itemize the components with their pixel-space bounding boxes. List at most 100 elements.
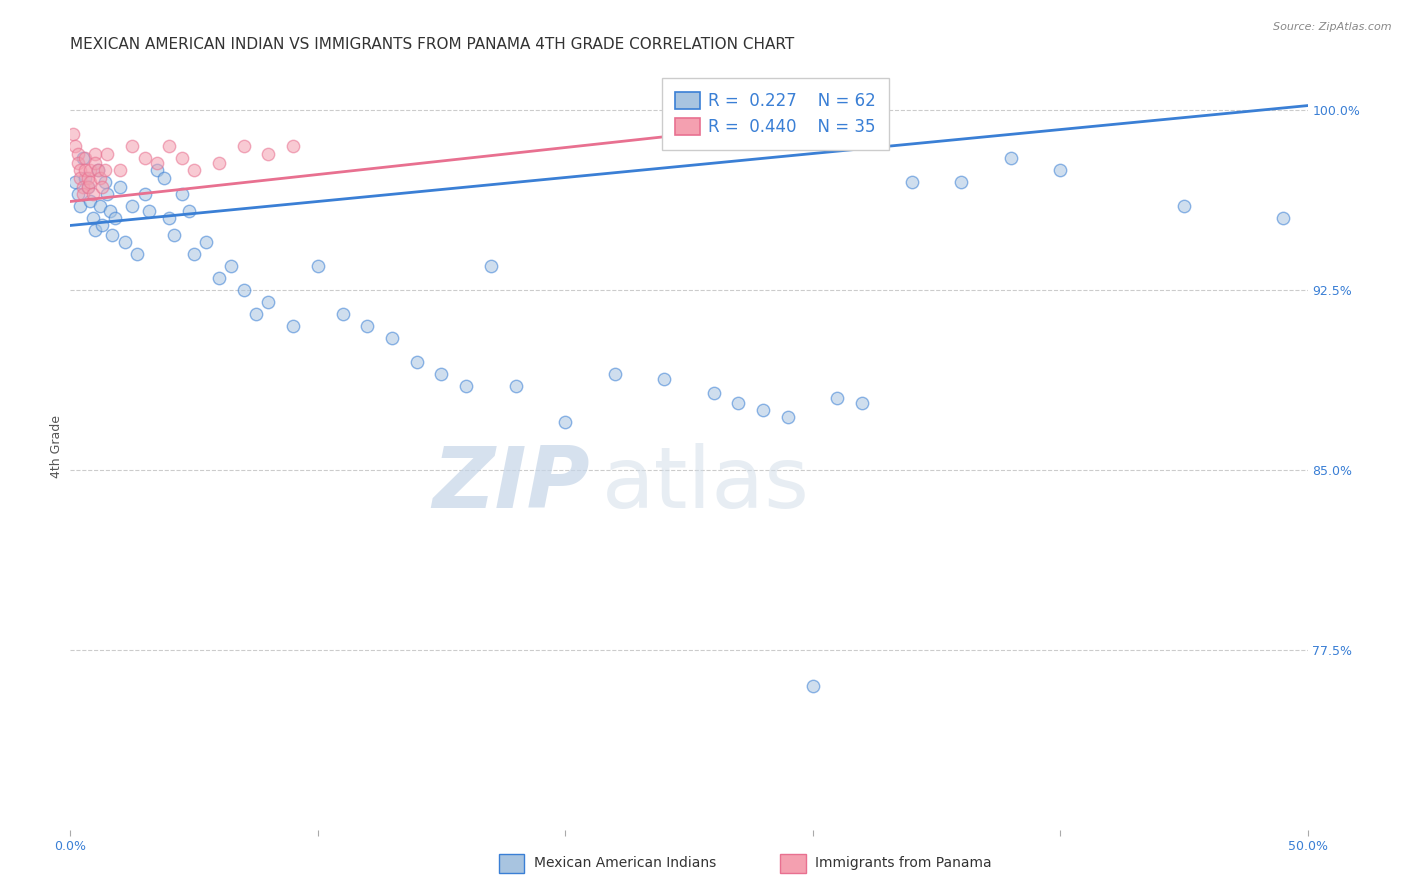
Point (950, 175, 973, 189)
Point (727, 396, 749, 410)
Point (456, 379, 478, 393)
Text: Immigrants from Panama: Immigrants from Panama (815, 856, 993, 871)
Point (146, 156, 169, 170)
Point (75, 151, 97, 165)
Point (138, 204, 160, 219)
Point (257, 295, 280, 310)
Point (96, 146, 118, 161)
Point (208, 156, 231, 170)
Point (851, 396, 873, 410)
Point (86, 163, 108, 178)
Point (91, 180, 114, 194)
Point (776, 410, 799, 425)
Point (153, 170, 176, 185)
Point (69, 170, 91, 185)
Point (405, 355, 427, 369)
Point (134, 187, 156, 202)
Text: atlas: atlas (602, 442, 810, 526)
Text: MEXICAN AMERICAN INDIAN VS IMMIGRANTS FROM PANAMA 4TH GRADE CORRELATION CHART: MEXICAN AMERICAN INDIAN VS IMMIGRANTS FR… (70, 37, 794, 52)
Point (114, 235, 136, 250)
Text: Source: ZipAtlas.com: Source: ZipAtlas.com (1274, 22, 1392, 32)
Text: ZIP: ZIP (432, 442, 591, 526)
Point (72, 151, 94, 165)
Point (76, 170, 98, 185)
Point (127, 247, 149, 261)
Point (245, 307, 267, 321)
Point (652, 372, 675, 386)
Point (96, 187, 118, 202)
Point (163, 227, 186, 242)
Point (75, 170, 97, 185)
Point (66, 187, 89, 202)
Point (69, 199, 91, 213)
Point (356, 319, 378, 334)
Point (82, 211, 104, 226)
Point (479, 259, 502, 273)
Point (900, 175, 922, 189)
Point (801, 679, 824, 693)
Point (134, 151, 156, 165)
Point (79, 175, 101, 189)
Point (72, 180, 94, 194)
Point (170, 187, 193, 202)
Point (121, 139, 143, 153)
Point (332, 307, 354, 321)
Point (281, 139, 304, 153)
Point (381, 331, 404, 345)
Point (98, 204, 121, 219)
Point (195, 235, 218, 250)
Point (554, 415, 576, 429)
Point (84, 146, 107, 161)
Point (752, 403, 775, 417)
Point (108, 180, 131, 194)
Text: Mexican American Indians: Mexican American Indians (534, 856, 717, 871)
Y-axis label: 4th Grade: 4th Grade (51, 415, 63, 477)
Point (232, 139, 254, 153)
Point (430, 367, 453, 381)
Point (307, 259, 329, 273)
Point (703, 386, 725, 401)
Point (79, 163, 101, 178)
Point (208, 271, 231, 285)
Point (79, 194, 101, 209)
Point (1271, 211, 1294, 226)
Point (183, 163, 205, 178)
Point (69, 163, 91, 178)
Point (62, 128, 84, 142)
Legend: R =  0.227    N = 62, R =  0.440    N = 35: R = 0.227 N = 62, R = 0.440 N = 35 (662, 78, 890, 150)
Point (76, 180, 98, 194)
Point (177, 204, 200, 219)
Point (183, 247, 205, 261)
Point (66, 156, 89, 170)
Point (94, 163, 117, 178)
Point (89, 170, 111, 185)
Point (108, 163, 131, 178)
Point (281, 319, 304, 334)
Point (91, 219, 114, 233)
Point (84, 156, 107, 170)
Point (121, 199, 143, 213)
Point (101, 227, 124, 242)
Point (603, 367, 626, 381)
Point (257, 146, 280, 161)
Point (84, 223, 107, 237)
Point (1000, 151, 1022, 165)
Point (170, 151, 193, 165)
Point (219, 259, 242, 273)
Point (104, 211, 127, 226)
Point (505, 379, 527, 393)
Point (72, 187, 94, 202)
Point (75, 163, 97, 178)
Point (146, 163, 169, 178)
Point (157, 211, 180, 226)
Point (94, 175, 117, 189)
Point (1173, 199, 1195, 213)
Point (82, 187, 104, 202)
Point (232, 283, 254, 297)
Point (801, 108, 824, 122)
Point (66, 146, 89, 161)
Point (65, 175, 87, 189)
Point (827, 115, 849, 129)
Point (827, 391, 849, 405)
Point (89, 199, 111, 213)
